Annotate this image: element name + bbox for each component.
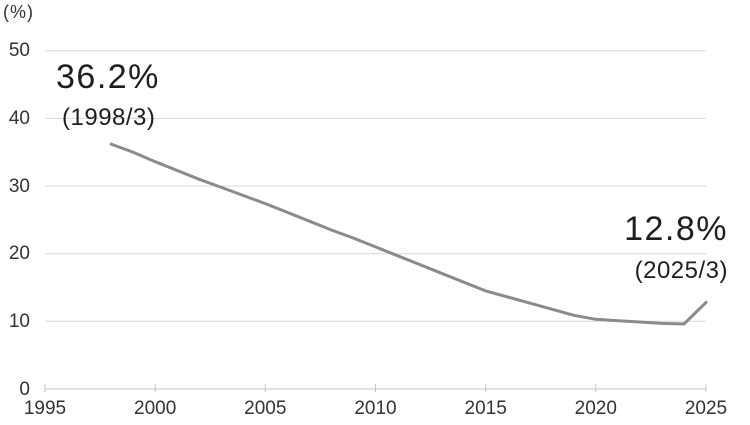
y-axis-tick-label: 50 (8, 40, 30, 62)
x-axis-tick-label: 2015 (464, 398, 507, 419)
annotation-start-value: 36.2% (56, 58, 160, 96)
annotation-end-value: 12.8% (624, 210, 728, 248)
y-axis-tick-label: 10 (8, 310, 30, 332)
x-axis-tick-label: 2005 (244, 398, 287, 419)
y-axis-tick-label: 0 (19, 378, 30, 400)
y-axis-tick-label: 30 (8, 175, 30, 197)
x-axis-tick-label: 2000 (134, 398, 177, 419)
x-axis-tick-label: 1995 (23, 398, 67, 419)
y-axis-tick-label: 40 (8, 107, 30, 129)
x-axis-tick-label: 2010 (354, 398, 397, 419)
y-axis-tick-label: 20 (8, 243, 30, 265)
annotation-end-date: (2025/3) (634, 257, 728, 284)
annotation-start-date: (1998/3) (62, 104, 156, 131)
x-axis-tick-label: 2020 (574, 398, 617, 419)
y-axis-unit-label: (%) (3, 2, 34, 22)
data-line (109, 142, 708, 326)
x-axis-tick-label: 2025 (684, 398, 728, 419)
